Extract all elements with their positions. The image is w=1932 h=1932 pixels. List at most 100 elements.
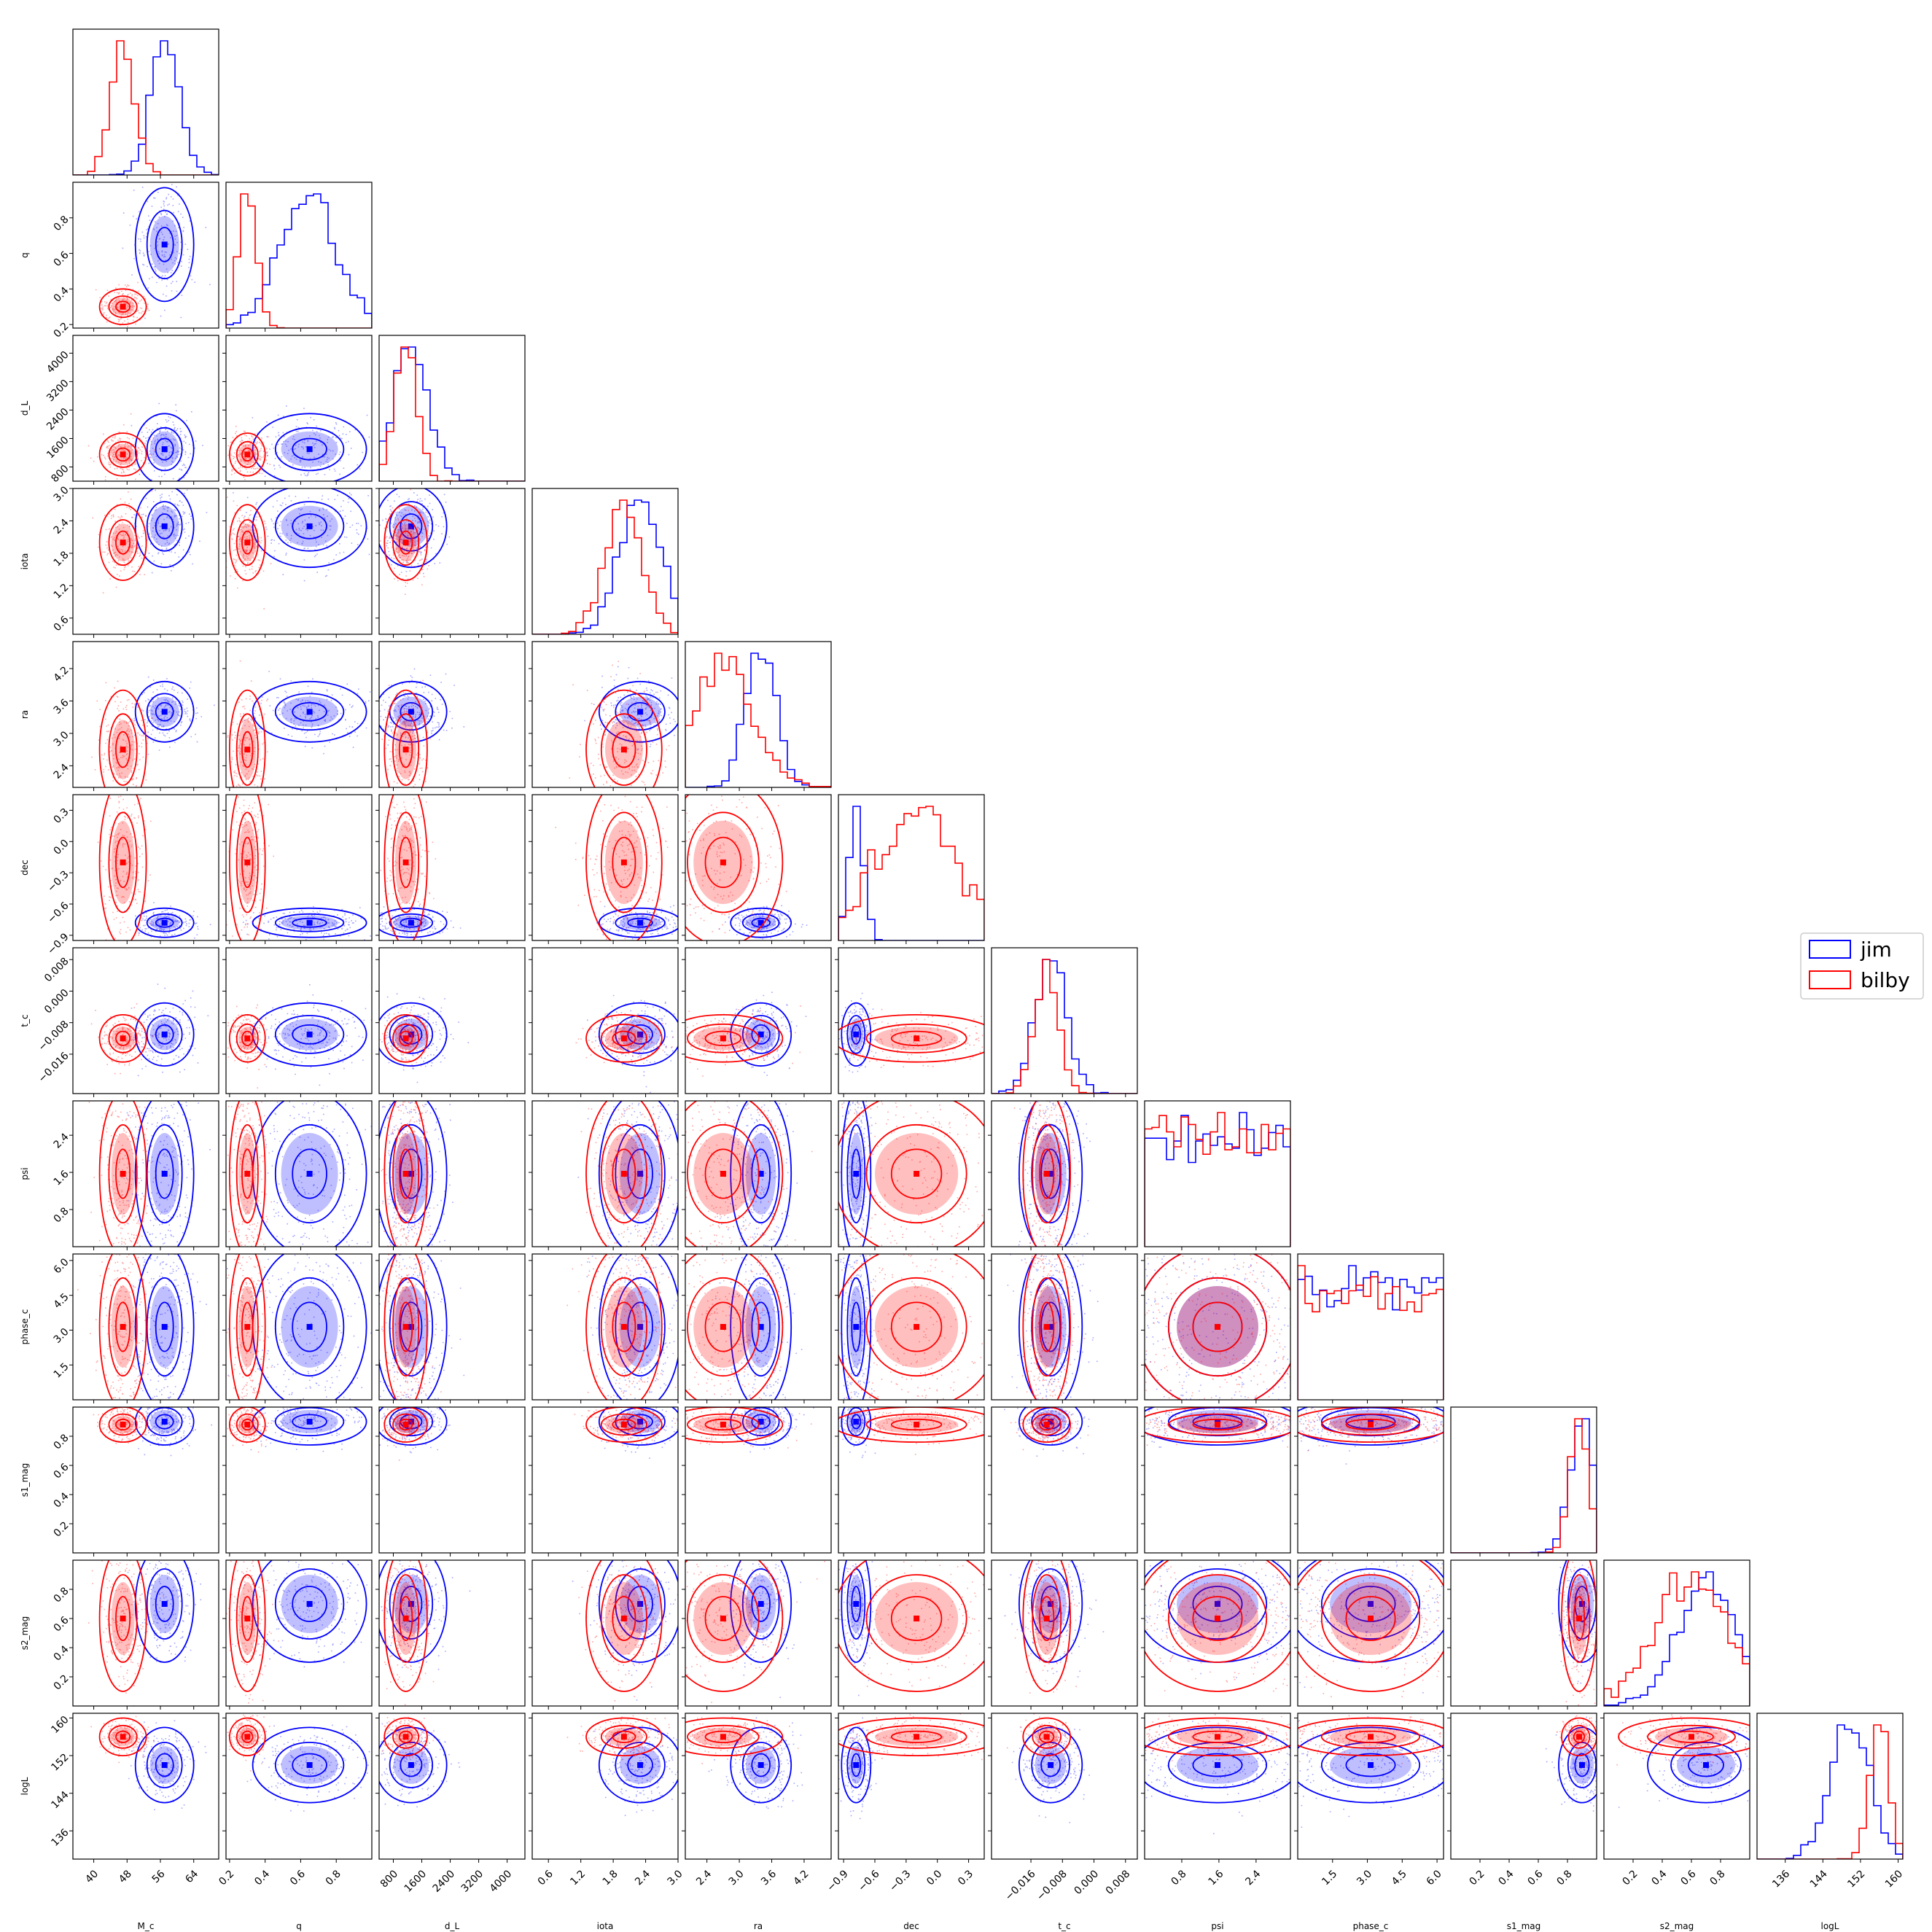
- panel-frame: [1450, 1406, 1597, 1554]
- density-peak-bilby: [620, 859, 627, 865]
- x-axis-label-q: q: [296, 1921, 302, 1931]
- panel-content: [1004, 1560, 1105, 1694]
- contour-jim-0: [751, 1414, 771, 1430]
- panel-content: [572, 1560, 678, 1706]
- density-peak-bilby: [720, 859, 726, 865]
- density-peak-jim: [757, 1762, 764, 1768]
- x-axis-label-s2_mag: s2_mag: [1660, 1921, 1694, 1931]
- contour-jim-1: [146, 501, 183, 552]
- contour-bilby-2: [383, 1254, 428, 1400]
- contour-jim-1: [146, 913, 183, 932]
- y-tick-label: 0.3: [52, 806, 71, 826]
- samples-jim: [241, 405, 370, 481]
- density-peak-jim: [757, 919, 764, 926]
- contour-jim-1: [741, 1568, 780, 1640]
- contour-jim-1: [1031, 1123, 1070, 1224]
- contour-bilby-0: [704, 836, 742, 889]
- contour-bilby-2: [585, 689, 663, 787]
- density-peak-jim: [853, 1419, 860, 1425]
- contour-jim-0: [1040, 1753, 1061, 1777]
- panel-frame: [1603, 1559, 1750, 1707]
- contour-jim-2: [379, 1002, 448, 1067]
- y-axis-label-s2_mag: s2_mag: [20, 1616, 30, 1651]
- contour-bilby-2: [228, 1014, 266, 1063]
- density-peak-bilby: [620, 1171, 627, 1177]
- contour-bilby-1: [108, 1724, 138, 1749]
- contour-bilby-1: [687, 1277, 760, 1377]
- panel-psi-dec: [835, 1100, 985, 1250]
- contour-bilby-2: [585, 1717, 663, 1756]
- histogram-bilby-q: [226, 193, 372, 328]
- samples-bilby: [685, 1101, 813, 1247]
- y-tick-label: 0.6: [52, 1614, 71, 1634]
- contour-bilby-0: [398, 1730, 413, 1743]
- contour-jim-2: [1647, 1726, 1750, 1804]
- density-peak-jim: [1048, 1601, 1054, 1607]
- y-tick-label: 160: [49, 1714, 71, 1736]
- y-tick-label: 0.6: [52, 1461, 71, 1481]
- contour-bilby-2: [229, 689, 266, 787]
- contour-jim-0: [400, 1753, 423, 1777]
- contour-jim-2: [134, 488, 195, 569]
- panel-content: [227, 984, 372, 1088]
- contour-jim-1: [274, 1742, 345, 1788]
- contour-jim-0: [851, 1024, 862, 1045]
- x-axis-label-iota: iota: [597, 1921, 614, 1931]
- density-peak-jim: [757, 1324, 764, 1330]
- density-peak-jim: [161, 1324, 168, 1330]
- x-tick-label: 48: [117, 1868, 134, 1885]
- panel-s1_mag-ra: [682, 1406, 832, 1557]
- contour-bilby-1: [108, 713, 138, 786]
- histogram-jim-ra: [685, 653, 831, 787]
- panel-content: [1013, 1101, 1091, 1247]
- panel-q-q: [225, 182, 373, 332]
- contour-bilby-2: [685, 1407, 784, 1443]
- contour-bilby-2: [228, 504, 266, 581]
- contour-jim-1: [741, 1277, 780, 1377]
- contour-bilby-0: [1345, 1596, 1396, 1641]
- contour-bilby-1: [392, 519, 420, 566]
- panel-content: [379, 1254, 465, 1400]
- contour-bilby-1: [865, 1277, 967, 1377]
- x-tick-label: 1.6: [1206, 1868, 1226, 1888]
- panel-phase_c-ra: [682, 1253, 832, 1403]
- panel-frame: [72, 794, 219, 941]
- panel-content: [1298, 1713, 1444, 1828]
- x-tick-label: −0.9: [825, 1868, 850, 1893]
- contour-bilby-1: [1320, 1574, 1421, 1663]
- panel-iota-M_c: 0.6 1.2 1.8 2.4 3.0: [52, 484, 219, 638]
- contour-jim-2: [598, 1254, 678, 1400]
- panel-content: [838, 1713, 984, 1820]
- density-peak-bilby: [720, 1035, 726, 1042]
- samples-jim: [577, 1101, 678, 1247]
- density-peak-bilby: [244, 1422, 251, 1427]
- panel-frame: [685, 947, 832, 1094]
- panel-s2_mag-dec: [835, 1559, 985, 1710]
- panel-logL-ra: 2.4 3.0 3.6 4.2: [682, 1713, 832, 1888]
- x-tick-label: 2400: [431, 1868, 458, 1895]
- samples-bilby: [838, 1254, 983, 1400]
- panel-phase_c-iota: [529, 1253, 679, 1403]
- density-peak-jim: [637, 1419, 644, 1425]
- y-tick-label: 1600: [44, 435, 71, 461]
- y-tick-label: 6.0: [52, 1256, 71, 1276]
- y-tick-label: 0.8: [52, 1205, 71, 1225]
- panel-frame: [225, 794, 373, 941]
- y-tick-label: 0.2: [52, 1519, 71, 1539]
- contour-bilby-0: [1669, 1730, 1714, 1743]
- x-axis-label-ra: ra: [754, 1921, 763, 1931]
- panel-content: [88, 1101, 211, 1247]
- contour-bilby-0: [1039, 1301, 1055, 1352]
- contour-jim-0: [1345, 1753, 1396, 1777]
- histogram-jim-logL: [1757, 1724, 1903, 1859]
- panel-s1_mag-phase_c: [1294, 1406, 1444, 1557]
- panel-content: [379, 1560, 471, 1705]
- x-tick-label: −0.3: [887, 1868, 913, 1893]
- contour-jim-0: [155, 1024, 174, 1045]
- contour-bilby-1: [235, 440, 259, 468]
- contour-bilby-1: [600, 1413, 647, 1436]
- contour-bilby-0: [115, 731, 131, 768]
- contour-jim-1: [274, 913, 345, 932]
- contour-bilby-1: [1167, 1574, 1268, 1663]
- contour-bilby-0: [1039, 1730, 1055, 1743]
